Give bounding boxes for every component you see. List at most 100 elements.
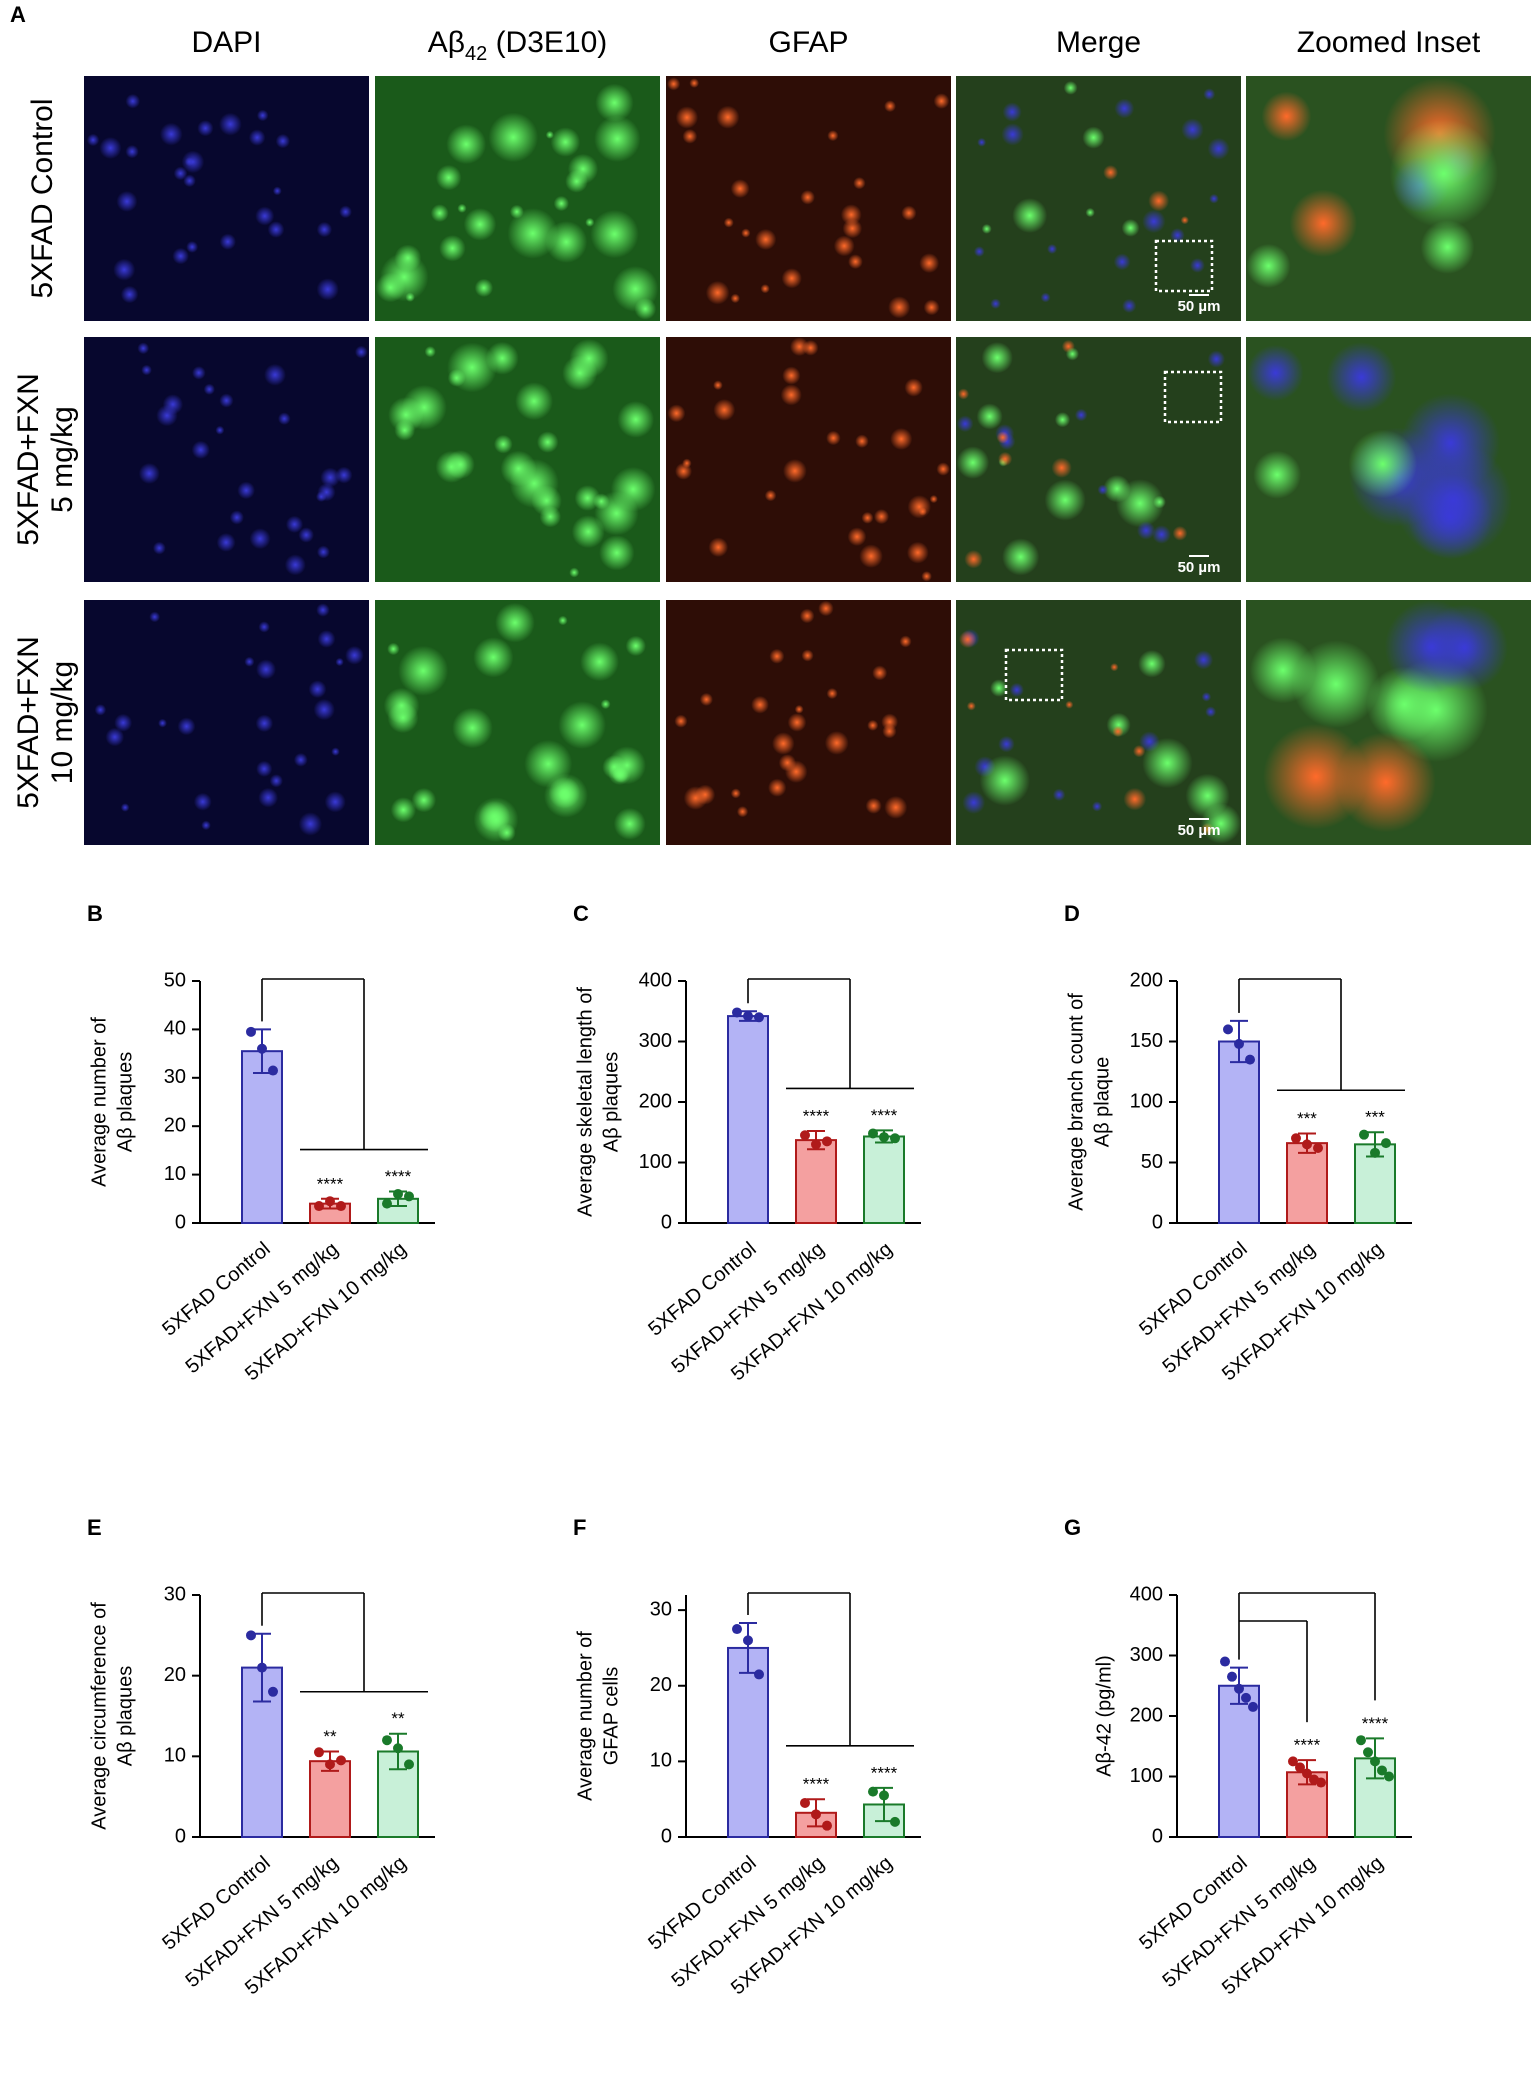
micrograph-feature xyxy=(316,545,330,559)
data-point xyxy=(879,1790,889,1801)
data-point xyxy=(1245,1054,1255,1065)
micrograph-feature xyxy=(137,342,150,355)
micrograph-feature xyxy=(1085,207,1095,218)
significance-label: **** xyxy=(1294,1736,1321,1755)
micrograph-feature xyxy=(320,467,341,488)
micrograph-feature xyxy=(973,246,985,257)
data-point xyxy=(1377,1765,1387,1776)
data-point xyxy=(1313,1142,1323,1153)
micrograph-feature xyxy=(826,430,841,446)
panel-label: B xyxy=(87,901,103,926)
panel-label: G xyxy=(1064,1515,1081,1540)
micrograph-feature xyxy=(1326,342,1397,413)
micrograph-feature xyxy=(872,665,888,681)
micrograph-feature xyxy=(1123,787,1147,811)
micrograph-feature xyxy=(424,346,436,358)
micrograph-feature xyxy=(120,803,130,812)
micrograph-feature xyxy=(488,112,539,163)
micrograph-feature xyxy=(256,659,276,680)
micrograph-feature xyxy=(324,791,346,813)
y-tick-label: 10 xyxy=(164,1163,186,1185)
micrograph-feature xyxy=(255,206,275,226)
data-point xyxy=(393,1188,403,1199)
micrograph-feature xyxy=(1110,663,1119,672)
micrograph-feature xyxy=(1207,350,1226,368)
micrograph-feature xyxy=(1082,126,1105,149)
data-point xyxy=(325,1196,335,1207)
data-point xyxy=(1291,1133,1301,1144)
y-tick-label: 300 xyxy=(639,1030,672,1052)
micrograph-feature xyxy=(493,434,513,454)
data-point xyxy=(1381,1138,1391,1149)
micrograph-feature xyxy=(1113,253,1131,271)
micrograph-feature xyxy=(801,649,814,662)
micrograph-feature xyxy=(445,450,475,480)
micrograph-feature xyxy=(1136,521,1156,540)
micrograph-feature xyxy=(790,337,809,357)
micrograph-feature xyxy=(1052,788,1066,802)
micrograph-feature xyxy=(507,208,559,259)
y-axis-label: Aβ plaques xyxy=(114,1052,136,1152)
micrograph-feature xyxy=(201,820,211,831)
y-tick-label: 10 xyxy=(164,1745,186,1767)
micrograph-feature xyxy=(543,773,588,818)
y-axis-label: Aβ plaque xyxy=(1091,1057,1113,1147)
data-point xyxy=(1234,1683,1244,1694)
micrograph-feature xyxy=(827,130,839,142)
micrograph-feature xyxy=(594,491,639,536)
micrograph-feature xyxy=(794,704,804,714)
micrograph-feature xyxy=(473,637,514,678)
column-label: Zoomed Inset xyxy=(1297,26,1481,59)
micrograph-feature xyxy=(782,459,807,483)
micrograph-feature xyxy=(278,412,291,425)
y-tick-label: 300 xyxy=(1130,1644,1163,1666)
micrograph-feature xyxy=(411,787,437,813)
micrograph-feature xyxy=(1002,102,1022,122)
micrograph-feature xyxy=(867,719,879,731)
micrograph-feature xyxy=(848,254,863,270)
bar xyxy=(727,1646,769,1838)
data-point xyxy=(1241,1692,1251,1703)
micrograph-feature xyxy=(1253,450,1302,499)
bar xyxy=(309,1760,351,1839)
micrograph-feature xyxy=(219,393,234,408)
micrograph-feature xyxy=(390,797,417,823)
micrograph-feature xyxy=(215,425,225,435)
micrograph-feature xyxy=(113,258,136,281)
significance-label: **** xyxy=(871,1763,898,1782)
micrograph-feature xyxy=(906,541,929,564)
micrograph-feature xyxy=(1205,706,1217,718)
micrograph-feature xyxy=(120,285,139,304)
micrograph-feature xyxy=(998,451,1013,467)
data-point xyxy=(1356,1735,1366,1746)
micrograph-feature xyxy=(799,608,815,624)
y-axis-label: Average circumference of xyxy=(88,1602,110,1830)
significance-label: *** xyxy=(1365,1108,1385,1127)
data-point xyxy=(1316,1777,1326,1788)
micrograph-feature xyxy=(833,235,855,257)
micrograph-feature xyxy=(571,515,605,549)
micrograph-feature xyxy=(335,657,344,667)
micrograph-feature xyxy=(723,217,734,228)
micrograph-feature xyxy=(613,807,646,840)
column-label-tail: (D3E10) xyxy=(487,26,607,59)
micrograph-feature xyxy=(219,112,242,136)
micrograph xyxy=(956,76,1241,321)
data-point xyxy=(246,1630,256,1641)
data-point xyxy=(314,1747,324,1758)
inset-box xyxy=(1163,370,1223,424)
significance-label: **** xyxy=(385,1167,412,1186)
micrograph-feature xyxy=(1152,525,1171,544)
micrograph-feature xyxy=(203,383,215,395)
micrograph-feature xyxy=(152,541,166,555)
micrograph-feature xyxy=(574,485,601,511)
data-point xyxy=(404,1759,414,1770)
significance-label: *** xyxy=(1297,1109,1317,1128)
y-tick-label: 50 xyxy=(164,969,186,991)
micrograph-feature xyxy=(269,774,283,788)
micrograph-feature xyxy=(617,401,655,438)
micrograph-feature xyxy=(317,630,336,648)
micrograph-feature xyxy=(500,450,537,487)
data-point xyxy=(393,1743,403,1754)
